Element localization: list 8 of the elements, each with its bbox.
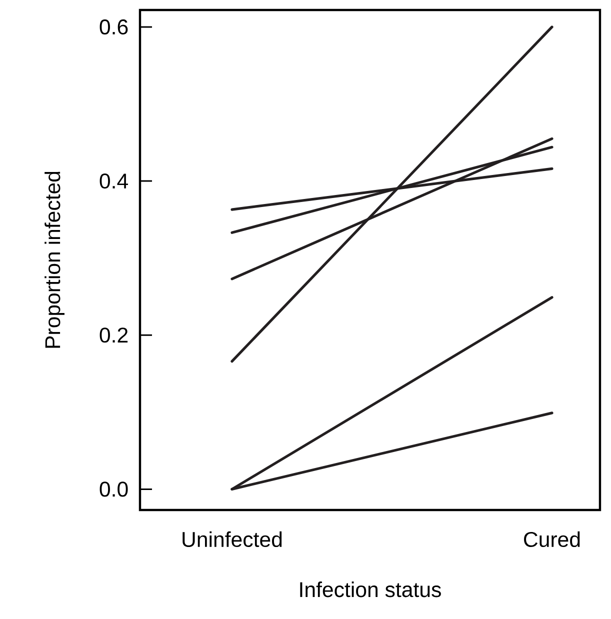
- y-tick-label: 0.4: [100, 173, 128, 189]
- y-tick-label: 0.6: [100, 19, 128, 35]
- x-axis-title: Infection status: [300, 582, 441, 598]
- y-tick-label: 0.0: [100, 482, 128, 497]
- y-tick-label: 0.2: [100, 328, 128, 343]
- x-tick-label: Uninfected: [182, 531, 282, 548]
- x-tick-label: Cured: [524, 531, 580, 548]
- y-axis-title: Proportion infected: [44, 172, 64, 348]
